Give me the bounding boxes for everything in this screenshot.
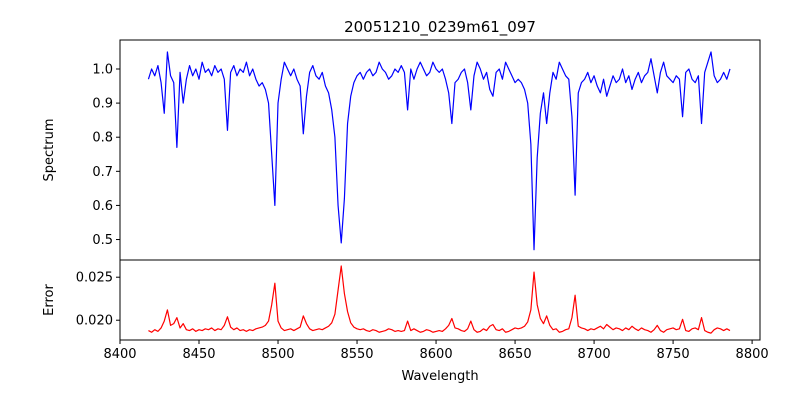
error-plot-frame	[119, 259, 761, 341]
spectrum-y-tick-label: 0.6	[92, 199, 113, 214]
spectrum-y-tick-label: 0.7	[92, 165, 113, 180]
spectrum-panel: 20051210_0239m61_097 0.50.60.70.80.91.0 …	[42, 18, 761, 264]
error-x-tick-label: 8700	[578, 347, 611, 362]
error-x-tick-label: 8750	[657, 347, 690, 362]
spectrum-y-axis-label: Spectrum	[42, 119, 57, 182]
error-x-tick-label: 8600	[420, 347, 453, 362]
error-series-layer	[148, 265, 731, 334]
spectrum-y-tick-label: 0.5	[92, 233, 113, 248]
error-y-axis: 0.020 0.025	[76, 271, 120, 329]
spectrum-y-tick-label: 0.9	[92, 97, 113, 112]
spectrum-y-tick-label: 1.0	[92, 62, 113, 77]
spectrum-plot-area	[120, 40, 760, 260]
error-x-tick-label: 8400	[103, 347, 136, 362]
spectrum-y-axis: 0.5 0.6 0.7 0.8 0.9 1.0	[92, 62, 120, 248]
error-y-tick-label: 0.025	[76, 271, 113, 286]
error-x-tick-label: 8450	[182, 347, 215, 362]
error-y-axis-label: Error	[42, 284, 57, 316]
spectrum-series-line	[147, 51, 731, 251]
spectrum-series-layer	[147, 51, 731, 251]
spectrum-y-tick-label: 0.8	[92, 131, 113, 146]
error-plot-area	[120, 260, 760, 340]
error-x-tick-label: 8550	[340, 347, 373, 362]
error-y-tick-label: 0.020	[76, 314, 113, 329]
error-x-tick-label: 8650	[499, 347, 532, 362]
error-series-line	[148, 265, 731, 334]
x-axis-label: Wavelength	[401, 369, 478, 384]
error-x-axis: 8400 8450 8500 8550 8600 8650 8700 8750 8800	[103, 340, 769, 362]
error-x-tick-label: 8800	[736, 347, 769, 362]
error-x-tick-label: 8500	[261, 347, 294, 362]
chart-title: 20051210_0239m61_097	[344, 18, 536, 37]
